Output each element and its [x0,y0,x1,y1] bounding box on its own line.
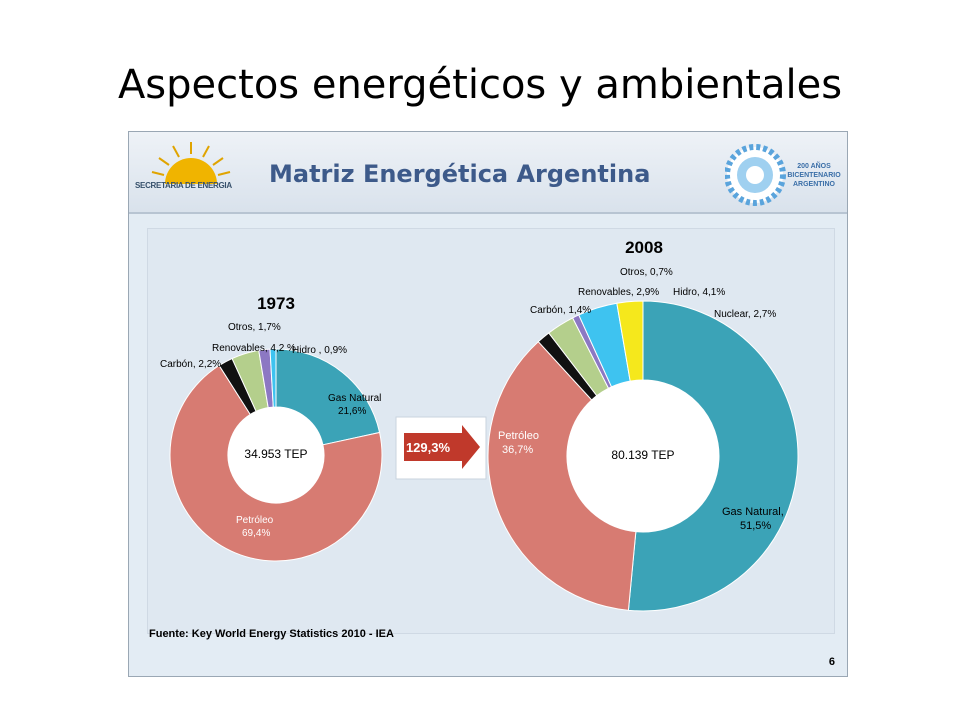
label-2008-gas-name: Gas Natural, [722,506,784,518]
chart-area: 1973 34.953 TEP Gas Natural 21,6% Petról… [147,228,835,634]
donut-1973 [169,348,383,562]
label-1973-petroleo-name: Petróleo [236,515,274,526]
label-1973-gas-value: 21,6% [338,406,366,417]
chart-1973-title: 1973 [257,294,295,313]
sun-icon [151,142,231,184]
label-1973-otros: Otros, 1,7% [228,322,281,333]
banner: SECRETARIA DE ENERGIA Matriz Energética … [129,132,847,214]
donut-1973-hole [228,407,324,503]
chart-2008-title: 2008 [625,238,663,257]
label-1973-hidro: Hidro , 0,9% [292,345,347,356]
chart-panel: SECRETARIA DE ENERGIA Matriz Energética … [128,131,848,677]
donut-2008 [487,300,799,612]
donut-2008-slice-petrleo [487,340,637,611]
arrow-right-icon [404,425,480,469]
growth-label: 129,3% [406,440,451,455]
donut-2008-hole [567,380,719,532]
rosette-icon [725,144,786,206]
page-number: 6 [828,656,835,668]
bicentenario-label: 200 AÑOS BICENTENARIO ARGENTINO [787,163,841,188]
bicentenario-logo [725,144,786,206]
chart-panel-title: Matriz Energética Argentina [269,160,651,188]
source-note: Fuente: Key World Energy Statistics 2010… [149,628,394,640]
label-2008-hidro: Hidro, 4,1% [673,287,725,298]
label-2008-petroleo-value: 36,7% [502,444,533,456]
label-2008-renovables: Renovables, 2,9% [578,287,659,298]
label-1973-petroleo-value: 69,4% [242,528,270,539]
label-2008-otros: Otros, 0,7% [620,267,673,278]
label-2008-carbon: Carbón, 1,4% [530,305,591,316]
chart-1973-center-label: 34.953 TEP [244,447,307,461]
label-2008-petroleo-name: Petróleo [498,430,539,442]
energy-matrix-charts: 1973 34.953 TEP Gas Natural 21,6% Petról… [160,238,799,612]
label-1973-renovables: Renovables, 4,2 % [212,343,296,354]
growth-arrow-box: 129,3% [395,416,487,480]
secretaria-energia-logo [151,142,231,184]
label-1973-gas-name: Gas Natural [328,393,381,404]
label-2008-nuclear: Nuclear, 2,7% [714,309,776,320]
label-1973-carbon: Carbón, 2,2% [160,359,221,370]
chart-2008-center-label: 80.139 TEP [611,448,674,462]
secretaria-energia-label: SECRETARIA DE ENERGIA [135,181,232,190]
label-2008-gas-value: 51,5% [740,520,771,532]
slide-title: Aspectos energéticos y ambientales [117,62,843,108]
